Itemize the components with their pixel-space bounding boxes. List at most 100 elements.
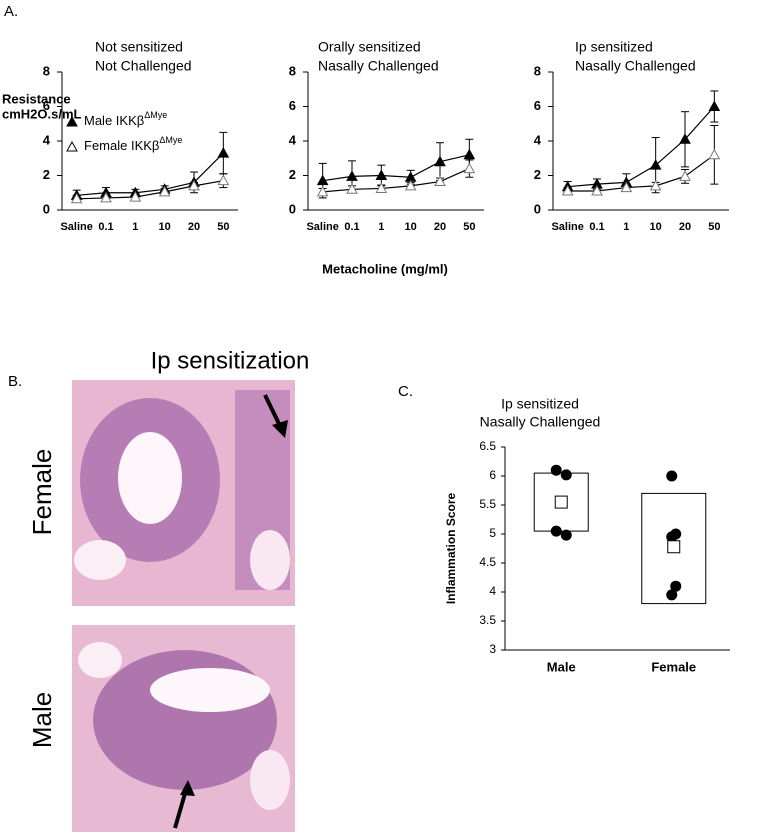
data-point [666, 589, 678, 601]
y-tick-label: 0 [289, 201, 296, 216]
panel-label: A. [4, 3, 18, 20]
chart-title: Nasally Challenged [575, 58, 696, 74]
marker [434, 155, 446, 167]
marker [158, 185, 171, 197]
chart-title: Orally sensitized [318, 39, 421, 55]
marker [217, 174, 230, 186]
x-tick-label: 20 [188, 221, 200, 233]
x-tick-label: 50 [463, 221, 475, 233]
y-axis-label: Inflammation Score [444, 492, 458, 604]
marker [346, 170, 358, 181]
y-tick-label: 2 [43, 167, 50, 182]
series-line [567, 154, 715, 192]
marker [316, 174, 329, 186]
data-point [550, 464, 562, 476]
y-tick-label: 4 [43, 132, 51, 147]
marker [404, 179, 417, 191]
x-tick-label: 0.1 [589, 221, 604, 233]
panel-label: B. [8, 373, 22, 390]
range-box [641, 492, 707, 605]
x-tick-label: 10 [159, 221, 171, 233]
marker [649, 179, 662, 191]
marker [679, 170, 691, 181]
x-tick-label: Male [547, 659, 576, 674]
legend-label: Female IKKβΔMye [84, 135, 182, 153]
chart-title: Ip sensitized [575, 39, 653, 55]
marker [708, 100, 721, 111]
y-tick-label: 2 [289, 167, 296, 182]
y-tick-label: 4.5 [479, 555, 496, 569]
y-tick-label: 3.5 [479, 613, 496, 627]
x-tick-label: 50 [708, 221, 720, 233]
x-tick-label: 20 [679, 221, 691, 233]
legend-marker [66, 140, 78, 152]
x-tick-label: 0.1 [98, 221, 113, 233]
y-tick-label: 5.5 [479, 497, 496, 511]
y-tick-label: 6 [289, 98, 296, 113]
x-tick-label: 10 [405, 221, 417, 233]
y-tick-label: 3 [489, 642, 496, 656]
x-tick-label: 50 [217, 221, 229, 233]
marker [375, 182, 388, 193]
y-tick-label: 6.5 [479, 439, 496, 453]
x-tick-label: 1 [132, 221, 138, 233]
marker [316, 185, 329, 197]
data-point [560, 469, 572, 481]
y-tick-label: 6 [43, 98, 50, 113]
marker [70, 192, 83, 204]
marker [217, 147, 230, 158]
marker [100, 191, 112, 203]
series-line [567, 106, 715, 188]
histology-image [72, 380, 295, 606]
chart-title: Not sensitized [95, 39, 183, 55]
y-tick-label: 0 [43, 201, 50, 216]
row-label: Female [27, 449, 57, 536]
x-tick-label: Saline [306, 221, 338, 233]
x-tick-label: 1 [623, 221, 629, 233]
data-point [550, 525, 562, 537]
x-tick-label: 1 [378, 221, 384, 233]
x-tick-label: 10 [650, 221, 662, 233]
marker [188, 179, 200, 191]
y-tick-label: 4 [534, 132, 542, 147]
marker [375, 169, 388, 180]
row-label: Male [27, 692, 57, 748]
y-tick-label: 0 [534, 201, 541, 216]
data-point [666, 470, 678, 482]
legend-name: Female IKKβ [84, 138, 159, 153]
legend-superscript: ΔMye [159, 135, 182, 145]
series-line [322, 154, 470, 182]
y-tick-label: 4 [289, 132, 297, 147]
x-tick-label: 0.1 [344, 221, 359, 233]
marker [620, 181, 633, 193]
y-axis-label: cmH2O.s/mL [2, 106, 82, 121]
x-tick-label: Saline [551, 221, 583, 233]
y-tick-label: 8 [289, 63, 296, 78]
chart-title: Nasally Challenged [318, 58, 439, 74]
mean-marker [667, 540, 681, 554]
data-point [560, 529, 572, 541]
panel-label: C. [398, 383, 413, 400]
y-tick-label: 8 [534, 63, 541, 78]
chart-title: Nasally Challenged [480, 414, 601, 430]
legend-marker [66, 115, 78, 127]
x-tick-label: Saline [60, 221, 92, 233]
marker [346, 183, 358, 194]
y-axis-label: Resistance [2, 91, 71, 106]
marker [591, 184, 603, 196]
y-tick-label: 2 [534, 167, 541, 182]
y-tick-label: 6 [534, 98, 541, 113]
x-axis-label: Metacholine (mg/ml) [322, 261, 448, 276]
chart-title: Ip sensitized [501, 396, 579, 412]
marker [649, 159, 662, 170]
legend-superscript: ΔMye [144, 110, 167, 120]
legend-label: Male IKKβΔMye [84, 110, 167, 128]
y-tick-label: 4 [489, 584, 496, 598]
histology-title: Ip sensitization [151, 347, 310, 374]
marker [708, 148, 721, 160]
marker [463, 148, 476, 160]
chart-title: Not Challenged [95, 58, 192, 74]
marker [129, 191, 142, 202]
y-tick-label: 6 [489, 468, 496, 482]
